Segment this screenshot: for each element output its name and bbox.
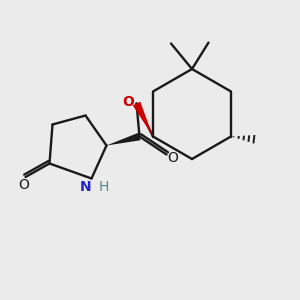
- Polygon shape: [106, 133, 140, 146]
- Polygon shape: [133, 102, 153, 136]
- Text: O: O: [167, 151, 178, 165]
- Text: N: N: [80, 180, 91, 194]
- Text: H: H: [99, 180, 109, 194]
- Text: O: O: [122, 95, 134, 109]
- Text: O: O: [19, 178, 29, 192]
